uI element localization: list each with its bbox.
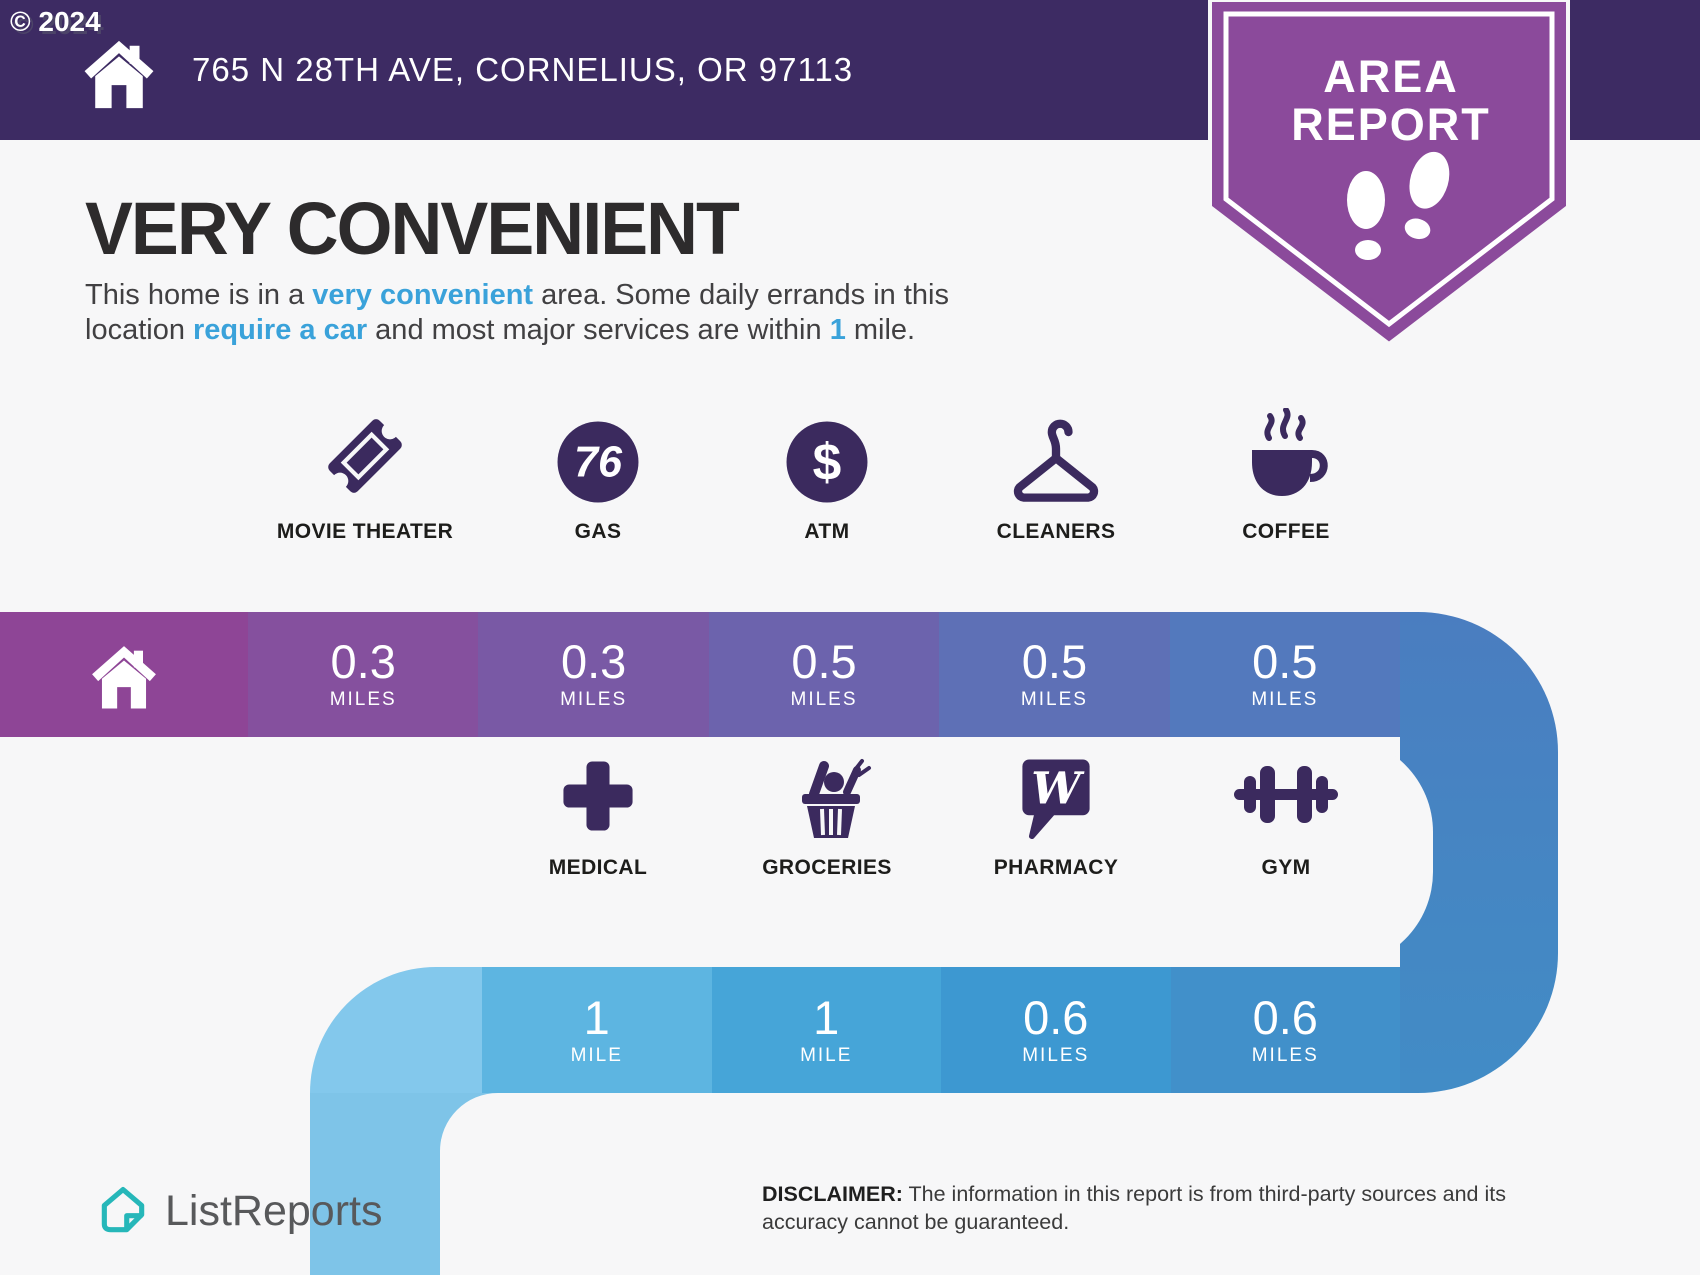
disclaimer-text: The information in this report is from t… [762, 1182, 1506, 1234]
service-medical: MEDICAL [468, 748, 728, 880]
distance-value: 0.6 [1252, 990, 1318, 1044]
distance-cell: 0.5 MILES [708, 612, 940, 737]
summary-line-2: location require a car and most major se… [85, 314, 916, 346]
service-label: PHARMACY [993, 856, 1119, 879]
svg-text:$: $ [813, 432, 842, 490]
service-label: CLEANERS [996, 520, 1116, 543]
snake-left-strip [310, 1093, 440, 1275]
dumbbell-icon [1226, 748, 1346, 844]
service-gym: GYM [1156, 748, 1416, 880]
property-address: 765 N 28TH AVE, CORNELIUS, OR 97113 [192, 51, 854, 88]
service-atm: $ ATM [697, 412, 957, 544]
service-label: GAS [574, 520, 622, 543]
dollar-circle-icon: $ [781, 412, 873, 508]
distance-unit: MILES [1022, 1044, 1090, 1066]
disclaimer: DISCLAIMER: The information in this repo… [762, 1180, 1572, 1236]
distance-cell: 0.6 MILES [941, 967, 1171, 1093]
distance-cell: 1 MILE [711, 967, 941, 1093]
distance-cell: 0.5 MILES [1169, 612, 1401, 737]
summary-paragraph: This home is in a very convenient area. … [85, 278, 949, 348]
distance-value: 1 [813, 990, 840, 1044]
distance-value: 0.3 [330, 635, 396, 688]
highlight-very-convenient: very convenient [312, 279, 534, 311]
distance-cell: 1 MILE [482, 967, 712, 1093]
footprints-icon [1347, 151, 1450, 260]
service-label: ATM [804, 520, 850, 543]
highlight-require-a-car: require a car [193, 314, 368, 346]
page-title: VERY CONVENIENT [85, 187, 740, 270]
distance-unit: MILE [800, 1044, 853, 1066]
svg-text:W: W [1031, 764, 1085, 815]
grocery-basket-icon [777, 748, 877, 844]
distance-value: 1 [583, 990, 610, 1044]
distance-cell: 0.3 MILES [248, 612, 479, 737]
service-pharmacy: W PHARMACY [926, 748, 1186, 880]
service-coffee: COFFEE [1156, 408, 1416, 544]
distance-unit: MILES [329, 689, 397, 710]
listreports-logo: ListReports [95, 1183, 382, 1239]
service-movie-theater: MOVIE THEATER [235, 412, 495, 544]
service-label: MOVIE THEATER [276, 520, 454, 543]
summary-line-1: This home is in a very convenient area. … [85, 279, 949, 311]
service-cleaners: CLEANERS [926, 412, 1186, 544]
service-label: GROCERIES [762, 856, 892, 879]
service-gas: 76 GAS [468, 412, 728, 544]
distance-value: 0.5 [1021, 635, 1088, 688]
distance-unit: MILES [790, 689, 858, 710]
badge-line1: AREA [1323, 51, 1459, 102]
coffee-cup-icon [1236, 408, 1336, 508]
service-label: GYM [1261, 856, 1311, 879]
distance-band-row2: 1 MILE 1 MILE 0.6 MILES 0.6 MILES [310, 967, 1400, 1093]
service-label: COFFEE [1242, 520, 1330, 543]
disclaimer-label: DISCLAIMER: [762, 1182, 903, 1206]
badge-line2: REPORT [1291, 99, 1491, 150]
svg-text:76: 76 [574, 439, 623, 487]
snake-left-cap [310, 967, 482, 1093]
area-report-badge: AREA REPORT [1208, 0, 1570, 350]
distance-value: 0.6 [1023, 990, 1089, 1044]
listreports-house-icon [101, 1186, 145, 1233]
distance-value: 0.3 [560, 635, 627, 688]
distance-cell: 0.5 MILES [939, 612, 1170, 737]
service-label: MEDICAL [548, 856, 648, 879]
service-groceries: GROCERIES [697, 748, 957, 880]
distance-band-row1: 0.3 MILES 0.3 MILES 0.5 MILES 0.5 MILES 0.5 MILES [0, 612, 1401, 737]
middle-white-panel [0, 737, 1433, 967]
distance-value: 0.5 [1252, 635, 1318, 688]
highlight-one: 1 [829, 314, 846, 346]
distance-unit: MILES [1020, 689, 1088, 710]
distance-unit: MILES [560, 689, 628, 710]
walgreens-w-icon: W [1008, 748, 1104, 844]
distance-cell: 0.6 MILES [1170, 967, 1400, 1093]
gas-76-icon: 76 [552, 412, 644, 508]
ticket-icon [313, 412, 417, 508]
copyright-text: © 2024 [10, 6, 101, 37]
distance-unit: MILE [570, 1044, 623, 1066]
distance-unit: MILES [1251, 1044, 1319, 1066]
hanger-icon [1004, 412, 1108, 508]
home-icon [92, 645, 156, 708]
distance-value: 0.5 [791, 635, 857, 688]
brand-name: ListReports [165, 1187, 383, 1235]
distance-unit: MILES [1251, 689, 1319, 710]
home-icon [78, 30, 160, 114]
home-cell [0, 612, 248, 737]
distance-cell: 0.3 MILES [478, 612, 709, 737]
medical-cross-icon [550, 748, 646, 844]
